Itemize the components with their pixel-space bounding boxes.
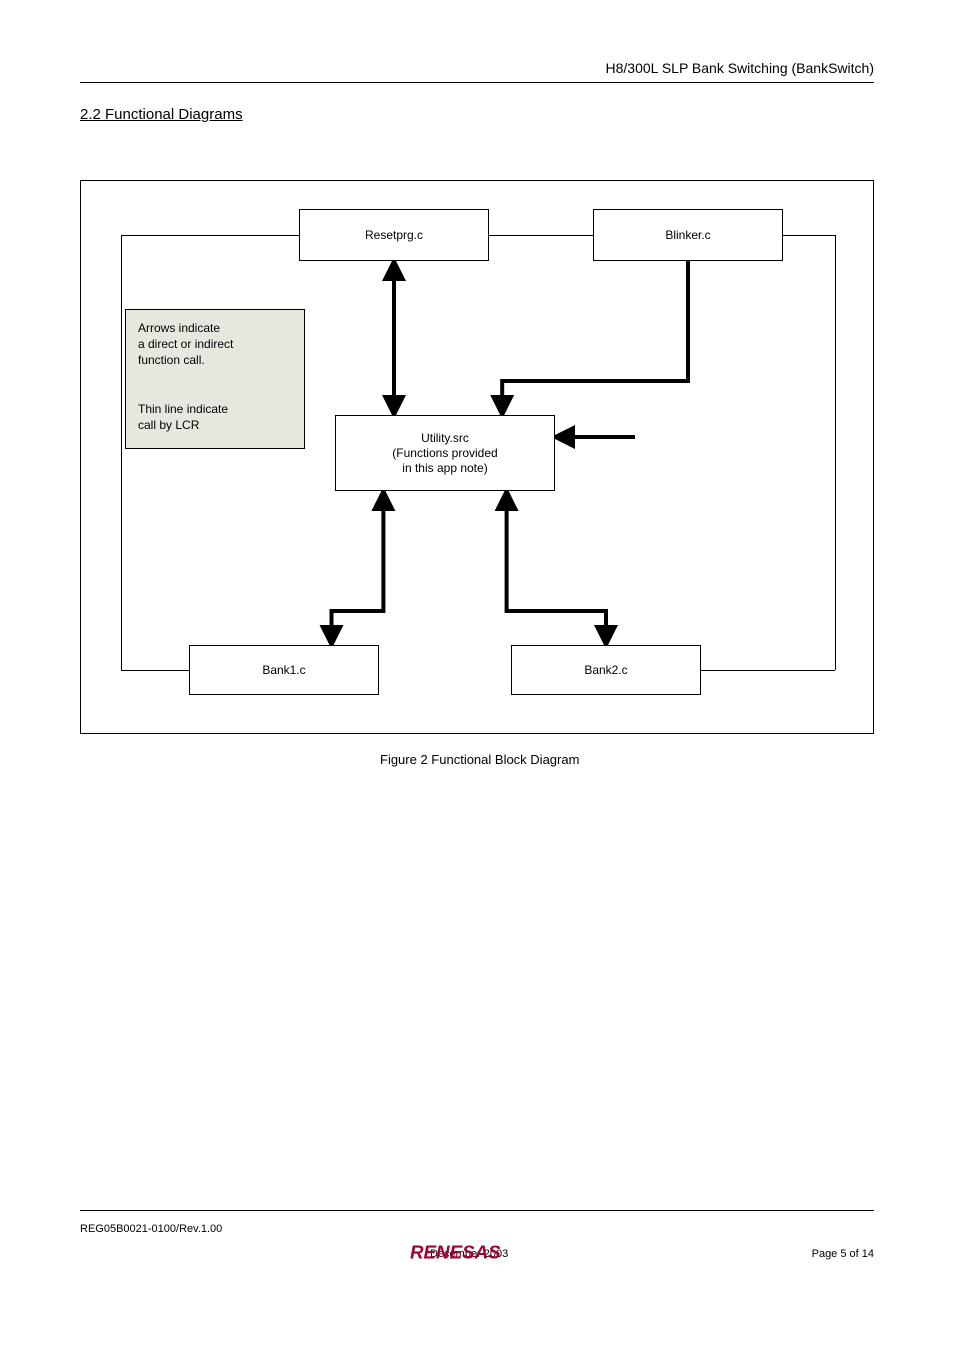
page: H8/300L SLP Bank Switching (BankSwitch) … — [0, 0, 954, 1350]
thin-connector — [121, 235, 122, 670]
top-rule — [80, 82, 874, 83]
box-label: Bank2.c — [584, 663, 627, 678]
footer-left: REG05B0021-0100/Rev.1.00 — [80, 1222, 222, 1236]
thin-connector — [701, 670, 835, 671]
box-utility: Utility.src (Functions provided in this … — [335, 415, 555, 491]
bottom-rule — [80, 1210, 874, 1211]
renesas-logo: RENESAS — [410, 1238, 544, 1266]
box-blinker: Blinker.c — [593, 209, 783, 261]
box-label: Bank1.c — [262, 663, 305, 678]
section-title: 2.2 Functional Diagrams — [80, 106, 243, 123]
page-number: Page 5 of 14 — [812, 1248, 874, 1260]
arrow — [502, 261, 688, 415]
logo-text: RENESAS — [410, 1242, 501, 1263]
box-label: Utility.src (Functions provided in this … — [392, 431, 497, 476]
legend: Arrows indicatea direct or indirectfunct… — [125, 309, 305, 449]
box-label: Blinker.c — [665, 228, 710, 243]
box-bank1: Bank1.c — [189, 645, 379, 695]
thin-connector — [489, 235, 593, 236]
header-doc-title: H8/300L SLP Bank Switching (BankSwitch) — [606, 60, 874, 76]
thin-connector — [835, 235, 836, 670]
box-bank2: Bank2.c — [511, 645, 701, 695]
figure-caption: Figure 2 Functional Block Diagram — [380, 752, 579, 767]
thin-connector — [121, 235, 299, 236]
thin-connector — [783, 235, 835, 236]
arrow — [507, 491, 606, 645]
arrow — [332, 491, 384, 645]
appnote-id: REG05B0021-0100/Rev.1.00 — [80, 1223, 222, 1235]
box-resetprg: Resetprg.c — [299, 209, 489, 261]
box-label: Resetprg.c — [365, 228, 423, 243]
block-diagram: Resetprg.c Blinker.c Utility.src (Functi… — [80, 180, 874, 734]
thin-connector — [121, 670, 189, 671]
